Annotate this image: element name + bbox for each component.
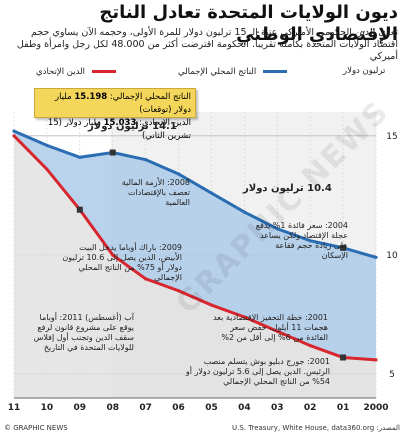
- x-tick-label: 09: [74, 403, 87, 413]
- x-tick-label: 10: [41, 403, 54, 413]
- debt-line: [12, 134, 377, 362]
- units-label: ترليون دولار: [343, 66, 386, 76]
- legend-gdp-swatch: [262, 70, 287, 73]
- gdp-point: [308, 239, 312, 243]
- gdp-point: [45, 143, 49, 147]
- debt-point: [176, 289, 181, 293]
- debt-point: [374, 358, 378, 362]
- debt-point: [144, 277, 148, 281]
- page-title: ديون الولايات المتحدة تعادل الناتج الإقت…: [99, 2, 398, 45]
- box-gdp-label: الناتج المحلي الإجمالي:: [109, 92, 191, 102]
- value-label-2008: 14.1 ترليون دولار: [88, 121, 177, 132]
- gdp-point: [78, 155, 82, 159]
- annotation-2001b: 2001: جورج دبليو بوش يتسلم منصب الرئيس. …: [185, 357, 330, 386]
- y-tick-label: 5: [389, 370, 395, 380]
- annotation-2008: 2008: الأزمة المالية تعصف بالإقتصادات ال…: [121, 178, 190, 207]
- x-tick-label: 11: [8, 403, 21, 413]
- event-marker: [340, 244, 347, 251]
- annotation-2009: 2009: باراك أوباما يدخل البيت الأبيض، ال…: [62, 243, 182, 282]
- debt-point: [45, 167, 49, 171]
- box-gdp-value: 15.198: [74, 92, 108, 102]
- debt-point: [275, 329, 279, 333]
- debt-point: [12, 134, 16, 138]
- x-tick-label: 02: [304, 403, 317, 413]
- legend-debt-label: الدين الإتحادي: [36, 67, 86, 77]
- annotation-2001a: 2001: خطة التحفيز الإقتصادية بعد هجمات 1…: [213, 313, 328, 342]
- x-tick-label: 2000: [363, 403, 388, 413]
- x-tick-label: 07: [139, 403, 152, 413]
- gdp-point: [209, 191, 214, 195]
- value-label-2001: 10.4 ترليون دولار: [243, 183, 332, 194]
- gdp-point: [275, 227, 279, 231]
- totals-box: الناتج المحلي الإجمالي: 15.198 مليار دول…: [34, 88, 196, 141]
- gdp-line: [13, 129, 377, 259]
- event-marker: [76, 206, 83, 213]
- footer-source: المصدر: U.S. Treasury, White House, data…: [231, 424, 400, 432]
- gdp-point: [242, 210, 246, 214]
- legend-gdp-label: الناتج المحلي الإجمالي: [178, 67, 257, 77]
- annotation-2004: 2004: سعر فائدة 1% يدفع عجلة الإقتصاد ول…: [255, 221, 348, 260]
- y-tick-label: 10: [386, 251, 398, 261]
- annotation-2011: آب (أغسطس) 2011: أوباما يوقع على مشروع ق…: [33, 313, 134, 352]
- gdp-point: [144, 158, 148, 162]
- x-tick-label: 04: [238, 403, 251, 413]
- box-debt-row: الدين الإتحادي: 15.033 مليار دولار (15 ت…: [39, 117, 191, 143]
- box-debt-label: الدين الإتحادي:: [139, 118, 191, 128]
- debt-point: [308, 343, 312, 348]
- box-gdp-row: الناتج المحلي الإجمالي: 15.198 مليار دول…: [39, 91, 191, 117]
- x-tick-label: 06: [172, 403, 185, 413]
- debt-point: [209, 303, 214, 307]
- debt-point: [111, 253, 115, 257]
- x-tick-label: 05: [205, 403, 218, 413]
- debt-area: [14, 135, 376, 399]
- legend-debt: الدين الإتحادي: [36, 67, 116, 77]
- x-tick-label: 08: [106, 403, 119, 413]
- event-marker: [340, 354, 347, 361]
- x-tick-label: 03: [271, 403, 284, 413]
- box-debt-value: 15.033: [103, 118, 137, 128]
- legend-debt-swatch: [91, 70, 116, 73]
- legend-gdp: الناتج المحلي الإجمالي: [178, 67, 287, 77]
- box-gdp-note: مليار دولار (توقعات): [55, 92, 191, 115]
- box-debt-note: مليار دولار (15 تشرين الثاني): [47, 118, 191, 141]
- gdp-point: [374, 255, 378, 259]
- y-tick-label: 15: [386, 132, 397, 142]
- gdp-point: [176, 172, 181, 176]
- intro-text: تعدى الدين الحكومي الأميركي عتبة الـ 15 …: [16, 27, 398, 62]
- debt-point: [242, 315, 246, 319]
- gdp-point: [12, 129, 16, 133]
- gap-area: [14, 131, 376, 360]
- x-tick-label: 01: [337, 403, 350, 413]
- footer-credit: © GRAPHIC NEWS: [4, 424, 68, 432]
- event-marker: [109, 149, 116, 156]
